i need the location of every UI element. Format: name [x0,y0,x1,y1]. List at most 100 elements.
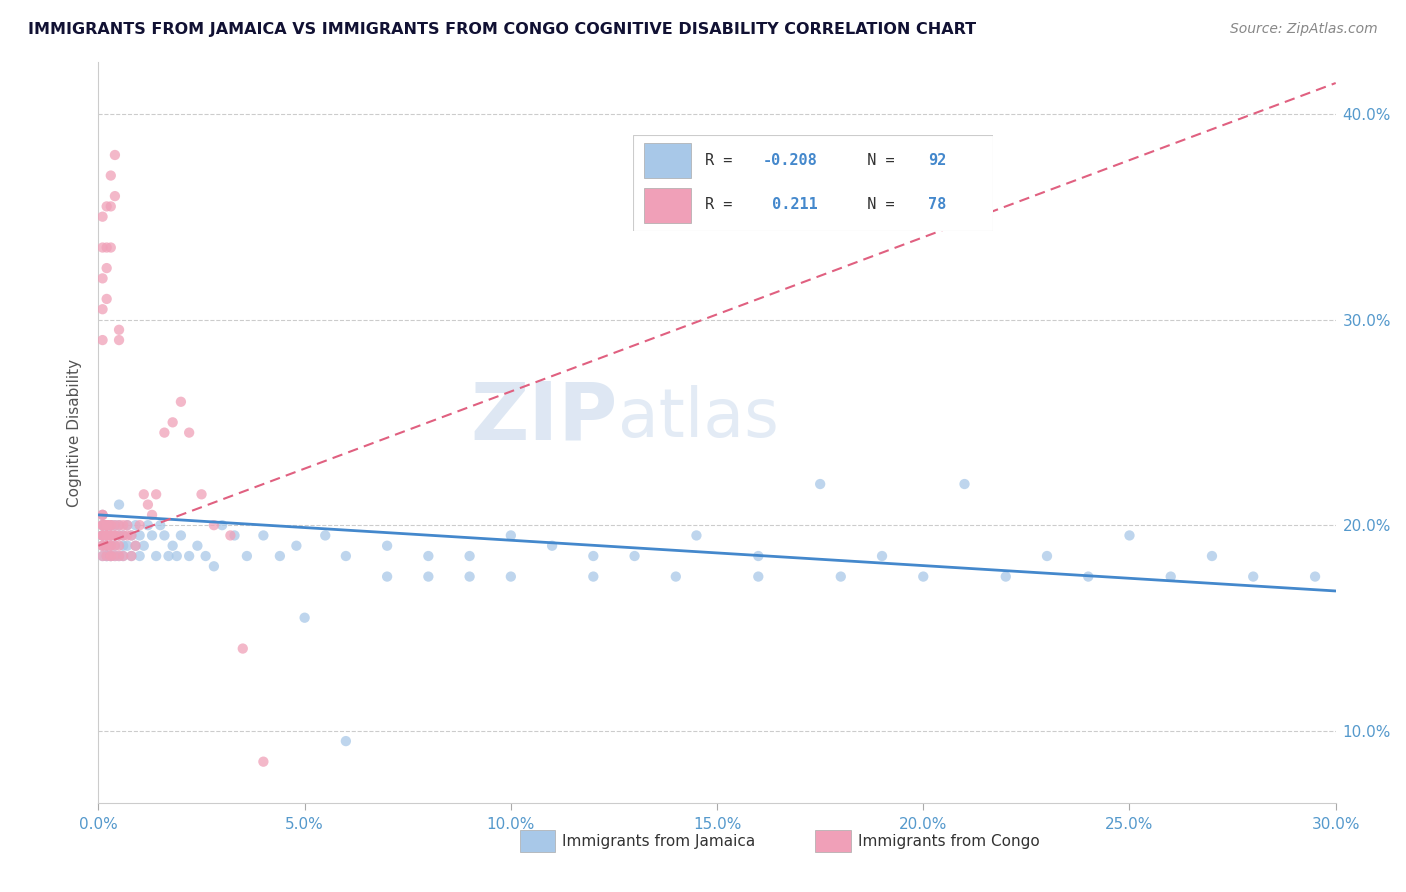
Text: 78: 78 [928,197,946,212]
Point [117,539,139,553]
Point [418,569,440,583]
Point [808,477,831,491]
Point [104,539,127,553]
Text: Immigrants from Congo: Immigrants from Congo [858,834,1039,848]
Point [458,549,481,563]
Point [179,425,201,440]
Point [582,569,605,583]
Point [149,518,172,533]
Point [685,528,707,542]
Point [136,498,159,512]
Point [458,569,481,583]
Point [108,539,131,553]
Point [747,549,769,563]
Point [104,528,127,542]
Point [145,549,167,563]
Point [96,528,118,542]
Point [141,528,163,542]
Point [96,528,118,542]
Point [112,528,135,542]
Point [112,518,135,533]
Point [104,518,127,533]
Point [124,518,146,533]
Point [91,508,114,522]
Point [96,240,118,255]
Point [104,528,127,542]
Point [100,528,122,542]
Point [100,528,122,542]
Point [91,528,114,542]
Y-axis label: Cognitive Disability: Cognitive Disability [67,359,83,507]
Point [335,734,357,748]
Point [202,559,225,574]
Point [108,333,131,347]
Point [108,528,131,542]
Point [1077,569,1099,583]
Point [194,549,217,563]
Point [375,569,398,583]
Point [190,487,212,501]
Point [1160,569,1182,583]
Point [112,528,135,542]
Point [252,755,274,769]
Point [153,425,176,440]
Point [375,539,398,553]
Point [100,549,122,563]
Point [418,549,440,563]
Point [202,518,225,533]
Point [100,528,122,542]
Text: 0.211: 0.211 [763,197,818,212]
Point [96,539,118,553]
Point [91,528,114,542]
Point [132,539,155,553]
FancyBboxPatch shape [644,144,690,178]
Point [830,569,852,583]
Point [100,518,122,533]
Point [96,549,118,563]
Point [100,528,122,542]
Point [91,508,114,522]
Point [232,641,254,656]
Point [91,539,114,553]
Text: R =: R = [706,197,742,212]
Point [108,549,131,563]
Point [623,549,645,563]
Point [162,539,184,553]
Text: N =: N = [849,153,904,168]
Point [100,518,122,533]
Point [294,611,316,625]
Point [211,518,233,533]
Point [104,539,127,553]
FancyBboxPatch shape [644,188,690,223]
Point [1303,569,1326,583]
Point [91,518,114,533]
Point [219,528,242,542]
Point [96,528,118,542]
Point [314,528,336,542]
Point [96,539,118,553]
Point [91,508,114,522]
Point [91,302,114,317]
Point [994,569,1017,583]
Point [91,528,114,542]
Point [96,539,118,553]
Point [112,539,135,553]
Point [179,549,201,563]
Point [91,549,114,563]
Point [96,518,118,533]
Point [96,539,118,553]
Point [104,528,127,542]
Point [112,549,135,563]
Point [91,271,114,285]
Text: R =: R = [706,153,742,168]
Text: Immigrants from Jamaica: Immigrants from Jamaica [562,834,755,848]
Point [108,498,131,512]
Point [1036,549,1059,563]
Point [953,477,976,491]
Point [120,549,142,563]
Point [108,528,131,542]
Point [124,539,146,553]
Point [912,569,935,583]
Point [96,518,118,533]
Point [108,518,131,533]
